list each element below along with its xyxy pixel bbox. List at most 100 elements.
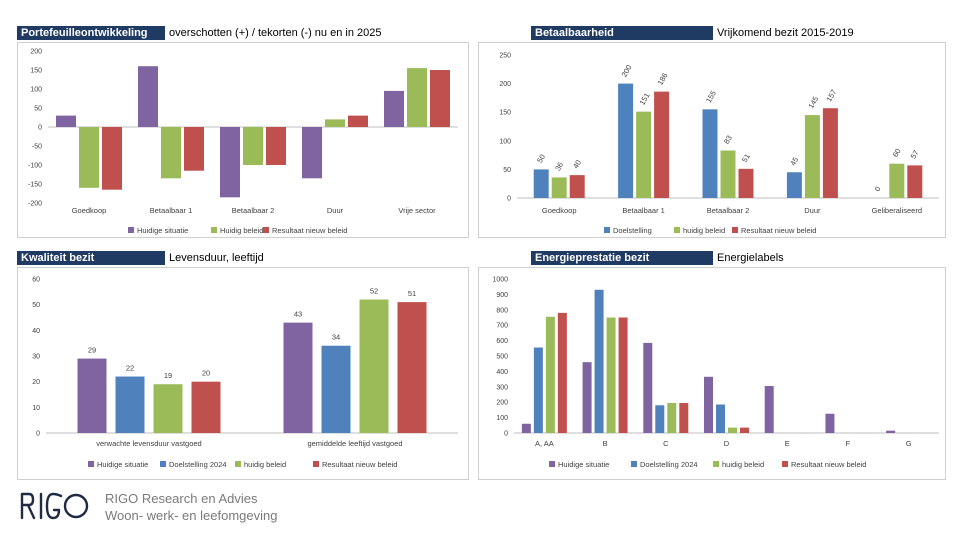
category-label: A, AA (535, 439, 554, 448)
legend-label: Huidige situatie (558, 460, 609, 469)
panel-subtitle: Levensduur, leeftijd (169, 252, 264, 264)
data-label: 51 (408, 289, 416, 298)
bar (115, 376, 145, 433)
bar (702, 109, 718, 198)
legend-swatch (263, 227, 269, 233)
bar (384, 90, 404, 127)
bar (667, 402, 677, 433)
y-tick-label: 700 (496, 323, 508, 330)
category-label: Betaalbaar 1 (622, 206, 665, 215)
legend-label: huidig beleid (722, 460, 764, 469)
bar (283, 322, 313, 433)
bar (79, 127, 99, 188)
data-label: 57 (909, 149, 921, 161)
y-tick-label: 250 (499, 53, 511, 60)
bar (618, 83, 634, 198)
legend-label: Resultaat nieuw beleid (741, 226, 816, 235)
panel-badge: Portefeuilleontwikkeling (17, 26, 165, 40)
bar (679, 402, 689, 433)
y-tick-label: -100 (28, 163, 42, 170)
data-label: 145 (806, 95, 820, 110)
category-label: D (724, 439, 730, 448)
legend-label: Resultaat nieuw beleid (272, 226, 347, 235)
chart-betaalbaarheid: 0 50 100 150 200 250 Goedkoop 50 36 40 Betaalbaar … (478, 42, 946, 238)
legend-swatch (211, 227, 217, 233)
bar (569, 175, 585, 198)
data-label: 60 (891, 147, 903, 159)
category-label: gemiddelde leeftijd vastgoed (307, 439, 402, 448)
legend-swatch (674, 227, 680, 233)
category-label: Betaalbaar 1 (150, 206, 193, 215)
y-tick-label: 500 (496, 354, 508, 361)
legend-label: Resultaat nieuw beleid (322, 460, 397, 469)
bar (704, 376, 713, 433)
bar (740, 427, 749, 433)
bar (582, 362, 592, 433)
y-tick-label: 1000 (492, 277, 508, 284)
bar (606, 317, 616, 433)
y-tick-label: 50 (503, 167, 511, 174)
data-label: 20 (202, 369, 210, 378)
bar (348, 115, 368, 127)
y-tick-label: 200 (496, 400, 508, 407)
company-name: RIGO Research en Advies (105, 491, 258, 506)
chart-energie: 0 100 200 300 400 500 600 700 800 900 1000 A, AA B C D… (478, 267, 946, 480)
data-label: 151 (638, 91, 652, 106)
category-label: verwachte levensduur vastgoed (96, 439, 201, 448)
y-tick-label: 0 (507, 196, 511, 203)
data-label: 29 (88, 346, 96, 355)
bar (521, 423, 531, 433)
data-label: 83 (722, 134, 734, 146)
data-label: 45 (788, 156, 800, 168)
data-label: 51 (740, 152, 752, 164)
bar (325, 119, 345, 127)
legend-swatch (782, 461, 788, 467)
y-tick-label: 60 (32, 277, 40, 284)
legend-label: Resultaat nieuw beleid (791, 460, 866, 469)
bar (184, 127, 204, 171)
y-tick-label: 800 (496, 307, 508, 314)
bar (430, 70, 450, 127)
legend-label: huidig beleid (244, 460, 286, 469)
panel-header-kwaliteit: Kwaliteit bezit Levensduur, leeftijd (17, 251, 457, 265)
legend-label: Doelstelling 2024 (169, 460, 227, 469)
y-tick-label: -50 (32, 144, 42, 151)
y-tick-label: 0 (36, 431, 40, 438)
bar (720, 150, 736, 198)
bar (804, 115, 820, 198)
data-label: 200 (620, 63, 634, 78)
panel-header-energie: Energieprestatie bezit Energielabels (531, 251, 951, 265)
y-tick-label: 30 (32, 354, 40, 361)
bar (907, 165, 923, 198)
bar (220, 127, 240, 198)
bar (738, 168, 754, 198)
bar (161, 127, 181, 179)
data-label: 155 (704, 89, 718, 104)
y-tick-label: 400 (496, 369, 508, 376)
category-label: E (785, 439, 790, 448)
bar (321, 345, 351, 433)
legend-swatch (604, 227, 610, 233)
category-label: Duur (327, 206, 344, 215)
chart-betaalbaarheid-svg: 0 50 100 150 200 250 Goedkoop 50 36 40 Betaalbaar … (499, 53, 939, 235)
data-label: 157 (824, 88, 838, 103)
data-label: 22 (126, 364, 134, 373)
y-tick-label: 100 (499, 138, 511, 145)
y-tick-label: 150 (499, 110, 511, 117)
legend-swatch (732, 227, 738, 233)
y-tick-label: 200 (30, 49, 42, 56)
bar (545, 316, 555, 433)
bar (302, 127, 322, 179)
y-tick-label: 150 (30, 68, 42, 75)
company-block: RIGO Research en Advies Woon- werk- en l… (105, 490, 277, 524)
bar (243, 127, 263, 165)
bar (636, 111, 652, 198)
legend-swatch (160, 461, 166, 467)
category-label: Betaalbaar 2 (232, 206, 275, 215)
bar (889, 163, 905, 198)
legend-swatch (128, 227, 134, 233)
y-tick-label: 100 (30, 87, 42, 94)
legend-swatch (313, 461, 319, 467)
data-label: 34 (332, 333, 340, 342)
panel-header-portefeuille: Portefeuilleontwikkeling overschotten (+… (17, 26, 457, 40)
